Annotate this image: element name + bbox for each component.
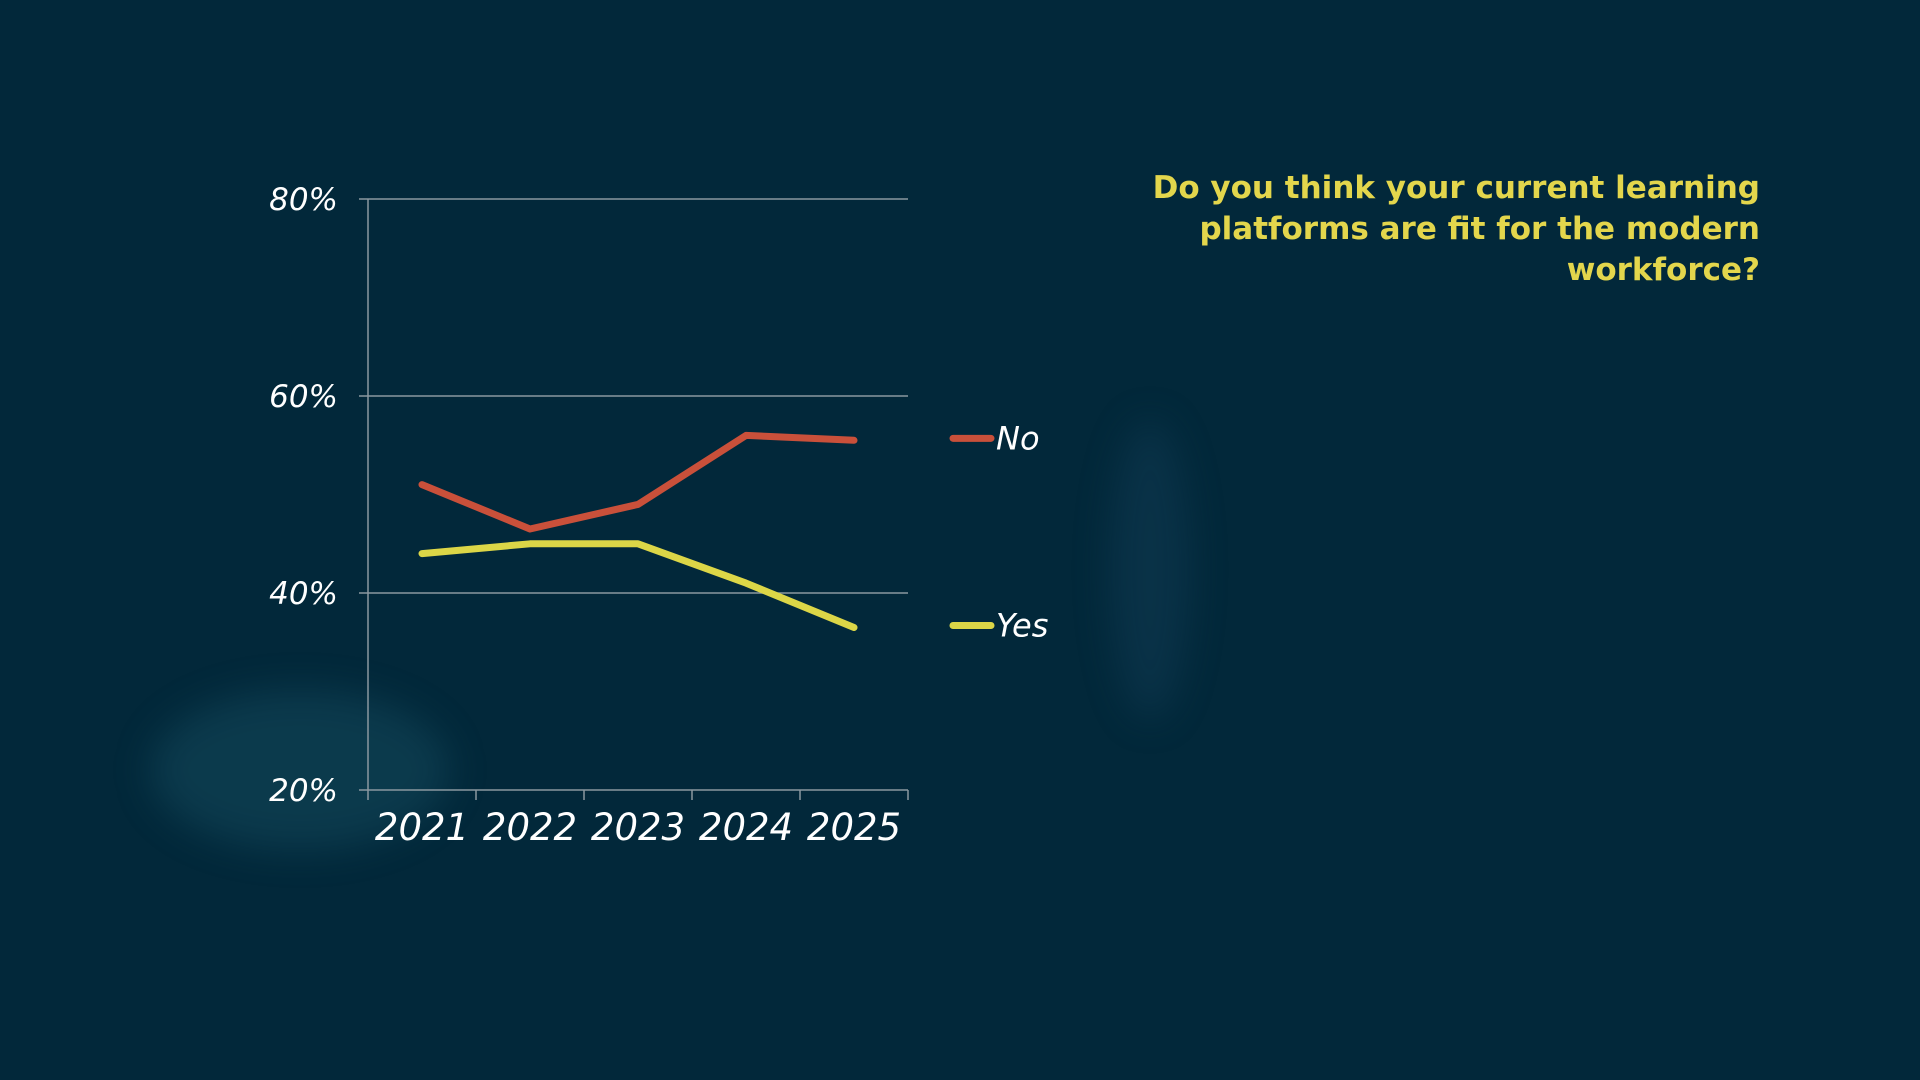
y-tick-label: 80% <box>269 182 338 218</box>
x-tick-label: 2022 <box>483 806 577 849</box>
legend-label-yes: Yes <box>996 606 1048 644</box>
x-tick-label: 2024 <box>699 806 793 849</box>
series-line-no <box>418 431 858 533</box>
y-tick-labels: 20% 40% 60% 80% <box>269 182 338 809</box>
legend-label-no: No <box>996 419 1040 457</box>
x-tick-label: 2025 <box>807 806 901 849</box>
grid-lines <box>368 198 908 594</box>
legend: No Yes <box>949 419 1048 644</box>
series-line-yes <box>418 540 858 631</box>
y-tick-label: 20% <box>269 773 338 809</box>
y-tick-label: 40% <box>269 576 338 612</box>
axes <box>359 198 909 800</box>
x-tick-label: 2021 <box>375 806 469 849</box>
x-tick-label: 2023 <box>591 806 685 849</box>
y-tick-label: 60% <box>269 379 338 415</box>
series-lines <box>418 431 858 631</box>
x-tick-labels: 2021 2022 2023 2024 2025 <box>375 806 901 849</box>
survey-question: Do you think your current learning platf… <box>1152 170 1760 288</box>
